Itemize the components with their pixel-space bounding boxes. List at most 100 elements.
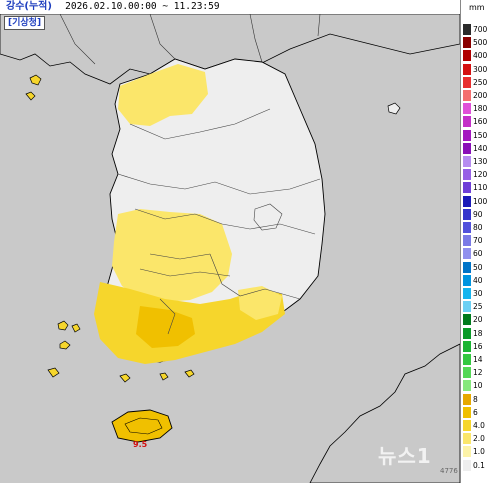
- province-borders: [117, 108, 321, 335]
- legend-swatch: [463, 142, 471, 154]
- legend-label: 500: [473, 38, 488, 48]
- legend-swatch: [463, 235, 471, 247]
- legend-label: 90: [473, 209, 483, 219]
- legend-label: 70: [473, 236, 483, 246]
- legend-label: 120: [473, 170, 488, 180]
- legend-swatch: [463, 340, 471, 352]
- legend-label: 10: [473, 381, 483, 391]
- legend-label: 20: [473, 315, 483, 325]
- photo-id: 4776: [440, 467, 458, 475]
- legend-row: 25: [461, 301, 490, 313]
- legend-label: 700: [473, 25, 488, 34]
- legend-swatch: [463, 446, 471, 458]
- legend-row: 400: [461, 50, 490, 62]
- rain-area-northwest: [118, 64, 208, 126]
- legend-swatch: [463, 288, 471, 299]
- legend-label: 300: [473, 64, 488, 74]
- legend-swatch: [463, 393, 471, 405]
- legend-row: 150: [461, 129, 490, 141]
- legend-label: 100: [473, 196, 488, 206]
- jeju-island: [111, 409, 173, 443]
- rain-area-east: [238, 286, 282, 320]
- legend-row: 0.1: [461, 459, 490, 471]
- legend-row: 200: [461, 90, 490, 101]
- legend-swatch: [463, 248, 471, 260]
- legend-swatch: [463, 37, 471, 49]
- legend-label: 200: [473, 91, 488, 100]
- legend-swatch: [463, 380, 471, 392]
- legend-swatch: [463, 406, 471, 418]
- legend-row: 8: [461, 393, 490, 405]
- legend-row: 90: [461, 208, 490, 220]
- agency-label: [기상청]: [4, 16, 46, 30]
- legend-label: 50: [473, 262, 483, 272]
- legend-swatch: [463, 274, 471, 286]
- legend-row: 100: [461, 195, 490, 207]
- max-value-label: 9.5: [133, 440, 148, 449]
- legend-row: 6: [461, 406, 490, 418]
- legend-swatch: [463, 195, 471, 207]
- map-canvas: [0, 14, 460, 483]
- legend-label: 150: [473, 130, 488, 140]
- legend-swatch: [463, 182, 471, 194]
- legend-swatch: [463, 63, 471, 75]
- period-range: 2026.02.10.00:00 ~ 11.23:59: [65, 1, 220, 12]
- legend-label: 16: [473, 341, 483, 351]
- legend-row: 120: [461, 169, 490, 181]
- legend-row: 300: [461, 63, 490, 75]
- legend-label: 30: [473, 289, 483, 298]
- jeju-inner: [124, 417, 163, 435]
- legend-row: 160: [461, 116, 490, 128]
- legend-row: 60: [461, 248, 490, 260]
- legend-row: 20: [461, 314, 490, 326]
- legend-row: 700: [461, 24, 490, 35]
- legend-swatch: [463, 24, 471, 35]
- legend-label: 250: [473, 77, 488, 87]
- legend-swatch: [463, 314, 471, 326]
- rain-area-central-west: [112, 209, 232, 302]
- map-area: [기상청] 9.5: [0, 14, 460, 483]
- legend-row: 10: [461, 380, 490, 392]
- legend-row: 180: [461, 103, 490, 115]
- legend-label: 0.1: [473, 460, 485, 470]
- legend: mm 700 500 400 300 250 200 180 160 150 140 130 120 1…: [460, 0, 490, 483]
- legend-label: 400: [473, 51, 488, 61]
- legend-swatch: [463, 169, 471, 181]
- legend-label: 12: [473, 368, 483, 378]
- legend-row: 140: [461, 142, 490, 154]
- legend-row: 4.0: [461, 420, 490, 431]
- legend-row: 110: [461, 182, 490, 194]
- north-inner-borders: [59, 14, 321, 65]
- legend-label: 2.0: [473, 434, 485, 444]
- legend-row: 14: [461, 354, 490, 365]
- legend-swatch: [463, 76, 471, 88]
- legend-swatch: [463, 103, 471, 115]
- legend-swatch: [463, 433, 471, 445]
- legend-label: 180: [473, 104, 488, 114]
- legend-swatch: [463, 50, 471, 62]
- legend-row: 1.0: [461, 446, 490, 458]
- map-title: 강수(누적): [6, 1, 52, 12]
- legend-swatch: [463, 301, 471, 313]
- legend-swatch: [463, 327, 471, 339]
- legend-label: 130: [473, 157, 488, 166]
- legend-swatch: [463, 222, 471, 233]
- legend-swatch: [463, 156, 471, 167]
- legend-swatch: [463, 354, 471, 365]
- legend-swatch: [463, 367, 471, 379]
- legend-label: 18: [473, 328, 483, 338]
- legend-label: 14: [473, 355, 483, 364]
- southwest-islands: [25, 74, 401, 383]
- legend-label: 140: [473, 143, 488, 153]
- legend-label: 25: [473, 302, 483, 312]
- legend-swatch: [463, 90, 471, 101]
- legend-label: 40: [473, 275, 483, 285]
- legend-row: 70: [461, 235, 490, 247]
- legend-label: 60: [473, 249, 483, 259]
- legend-label: 110: [473, 183, 488, 193]
- legend-row: 18: [461, 327, 490, 339]
- legend-swatch: [463, 261, 471, 273]
- legend-swatch: [463, 129, 471, 141]
- legend-label: 80: [473, 223, 483, 232]
